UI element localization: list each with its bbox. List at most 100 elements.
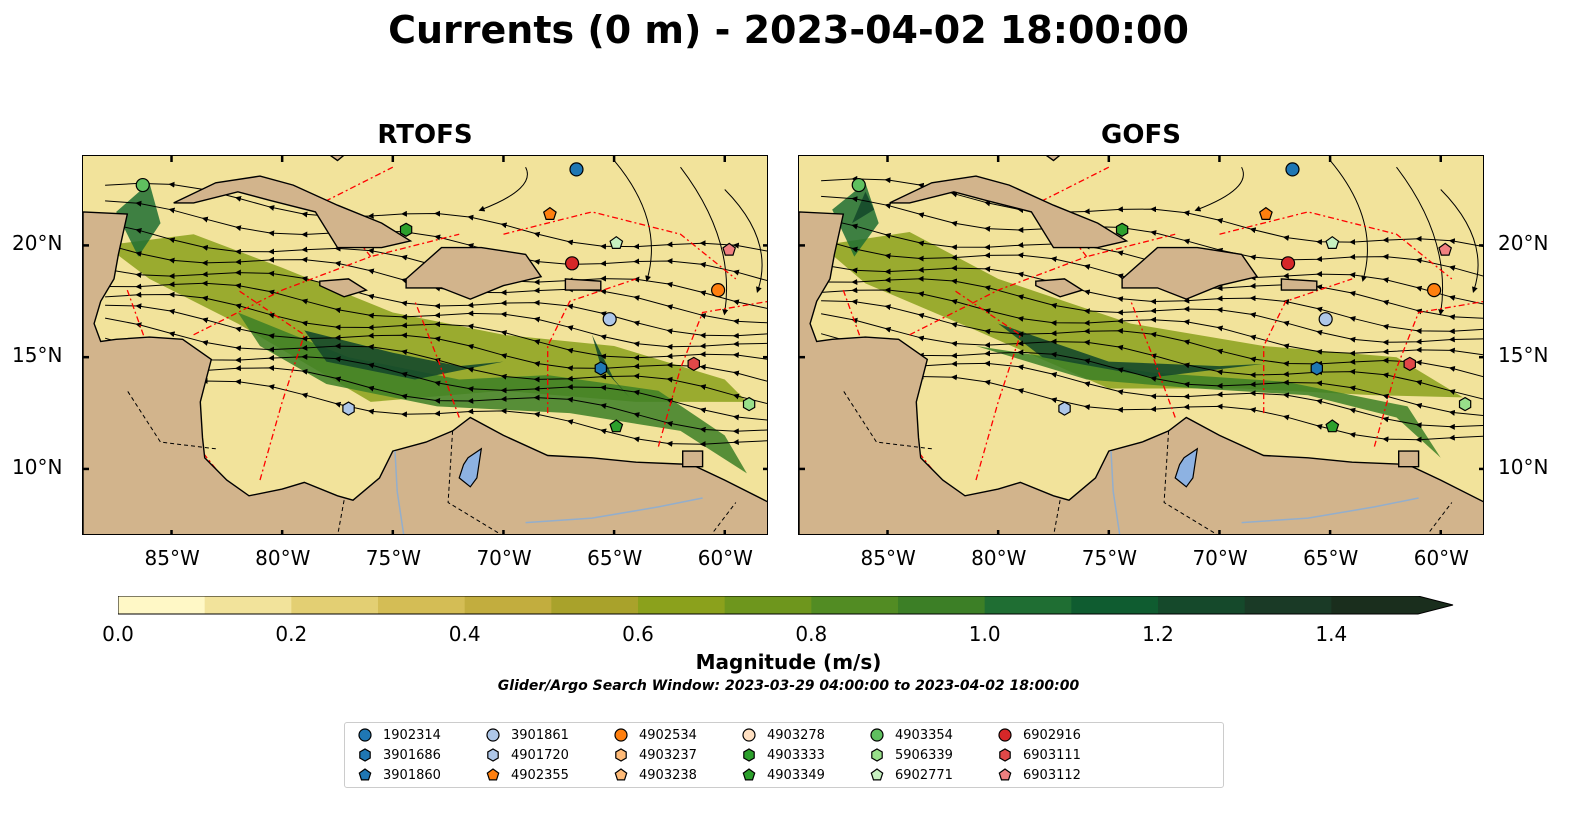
colorbar-tick-label: 1.2 bbox=[1142, 622, 1174, 646]
colorbar-tick-label: 0.0 bbox=[102, 622, 134, 646]
map-panel-rtofs[interactable] bbox=[82, 155, 768, 535]
land-bahamasA bbox=[1045, 156, 1061, 162]
float-marker-4903354 bbox=[851, 177, 866, 193]
colorbar-swatch bbox=[1244, 596, 1332, 614]
legend-item-1902314: 1902314 bbox=[357, 727, 441, 743]
land-cuba bbox=[889, 175, 1129, 249]
float-marker-4901720 bbox=[342, 401, 355, 416]
legend-item-6902771: 6902771 bbox=[869, 767, 953, 783]
colorbar-swatch bbox=[638, 596, 726, 614]
float-marker-4902534 bbox=[711, 283, 726, 298]
colorbar-tick-label: 0.4 bbox=[448, 622, 481, 646]
float-marker-6902916 bbox=[1280, 256, 1296, 271]
colorbar-tick-label: 1.4 bbox=[1315, 622, 1348, 646]
rivers bbox=[1110, 451, 1419, 534]
float-marker-6903112 bbox=[1438, 242, 1453, 256]
land-hispaniola bbox=[405, 246, 543, 300]
colorbar-swatch bbox=[1158, 596, 1246, 614]
colorbar-tick-label: 1.0 bbox=[968, 622, 1001, 646]
float-marker-5906339 bbox=[742, 396, 756, 412]
float-marker-5906339 bbox=[1458, 396, 1472, 412]
streamline bbox=[1440, 189, 1479, 293]
legend-item-5906339: 5906339 bbox=[869, 747, 953, 763]
float-marker-3901861 bbox=[602, 312, 617, 327]
circle-icon bbox=[998, 728, 1012, 742]
rivers bbox=[394, 451, 703, 534]
legend-label: 5906339 bbox=[895, 747, 953, 763]
legend-label: 6903111 bbox=[1023, 747, 1081, 763]
colorbar-extend-arrow bbox=[1418, 596, 1453, 614]
streamlines bbox=[104, 160, 767, 448]
legend-item-4902355: 4902355 bbox=[485, 767, 569, 783]
land-puertoRico bbox=[1280, 278, 1318, 291]
pentagon-icon bbox=[614, 768, 628, 781]
legend-label: 1902314 bbox=[383, 727, 441, 743]
lake-maracaibo bbox=[458, 447, 483, 488]
legend-label: 4902355 bbox=[511, 767, 569, 783]
colorbar-swatch bbox=[464, 596, 552, 614]
legend-label: 6902771 bbox=[895, 767, 953, 783]
colorbar-swatch bbox=[551, 596, 639, 614]
legend-label: 4903237 bbox=[639, 747, 697, 763]
float-marker-4903354 bbox=[135, 177, 150, 193]
legend-label: 4903333 bbox=[767, 747, 825, 763]
panel-title-gofs: GOFS bbox=[1101, 120, 1181, 150]
land bbox=[83, 156, 767, 534]
float-marker-3901861 bbox=[1318, 312, 1333, 327]
legend-label: 4903278 bbox=[767, 727, 825, 743]
lon-tick-label: 60°W bbox=[1413, 546, 1469, 570]
legend-item-3901686: 3901686 bbox=[357, 747, 441, 763]
lon-tick-label: 75°W bbox=[365, 546, 422, 570]
lat-tick-label: 20°N bbox=[12, 231, 63, 256]
circle-icon bbox=[614, 728, 628, 742]
colorbar-swatch bbox=[378, 596, 466, 614]
circle-icon bbox=[870, 728, 884, 742]
legend-item-3901860: 3901860 bbox=[357, 767, 441, 783]
lake-maracaibo bbox=[1174, 447, 1199, 488]
legend-item-3901861: 3901861 bbox=[485, 727, 569, 743]
hexagon-icon bbox=[999, 748, 1011, 762]
float-markers bbox=[851, 162, 1472, 433]
colorbar-swatch bbox=[1071, 596, 1159, 614]
legend-label: 6903112 bbox=[1023, 767, 1081, 783]
streamline bbox=[1329, 160, 1368, 282]
legend-item-6903111: 6903111 bbox=[997, 747, 1081, 763]
hexagon-icon bbox=[615, 748, 627, 762]
map-panel-gofs[interactable] bbox=[798, 155, 1484, 535]
land-puertoRico bbox=[564, 278, 602, 291]
float-marker-6903112 bbox=[722, 242, 737, 256]
pentagon-icon bbox=[998, 768, 1012, 781]
legend-label: 4902534 bbox=[639, 727, 697, 743]
pentagon-icon bbox=[486, 768, 500, 781]
hexagon-icon bbox=[487, 748, 499, 762]
float-marker-3901686 bbox=[594, 361, 608, 376]
lat-tick-label: 10°N bbox=[12, 454, 63, 479]
legend-label: 4903349 bbox=[767, 767, 825, 783]
legend-label: 3901861 bbox=[511, 727, 569, 743]
colorbar-swatch bbox=[811, 596, 899, 614]
float-marker-4901720 bbox=[1058, 401, 1071, 416]
lon-tick-label: 65°W bbox=[1303, 546, 1359, 570]
colorbar-swatch bbox=[204, 596, 292, 614]
pentagon-icon bbox=[870, 768, 884, 781]
colorbar-swatch bbox=[1331, 596, 1419, 614]
float-marker-4903333 bbox=[399, 222, 413, 237]
streamline bbox=[1194, 166, 1244, 212]
land-jamaica bbox=[319, 278, 368, 298]
colorbar-tick-label: 0.2 bbox=[275, 622, 308, 646]
hexagon-icon bbox=[743, 748, 755, 762]
streamline bbox=[478, 166, 528, 212]
legend-label: 4903238 bbox=[639, 767, 697, 783]
legend-item-6903112: 6903112 bbox=[997, 767, 1081, 783]
lon-tick-label: 60°W bbox=[697, 546, 753, 570]
streamline bbox=[680, 166, 729, 316]
search-window-note: Glider/Argo Search Window: 2023-03-29 04… bbox=[497, 678, 1080, 694]
lat-tick-label: 15°N bbox=[1498, 343, 1549, 368]
float-marker-4902534 bbox=[1427, 283, 1442, 298]
lat-tick-label: 20°N bbox=[1498, 231, 1549, 256]
float-marker-1902314 bbox=[569, 162, 584, 177]
land-bahamasA bbox=[329, 156, 345, 162]
lon-tick-label: 70°W bbox=[476, 546, 532, 570]
float-marker-6903111 bbox=[1403, 356, 1417, 372]
legend-label: 4903354 bbox=[895, 727, 953, 743]
